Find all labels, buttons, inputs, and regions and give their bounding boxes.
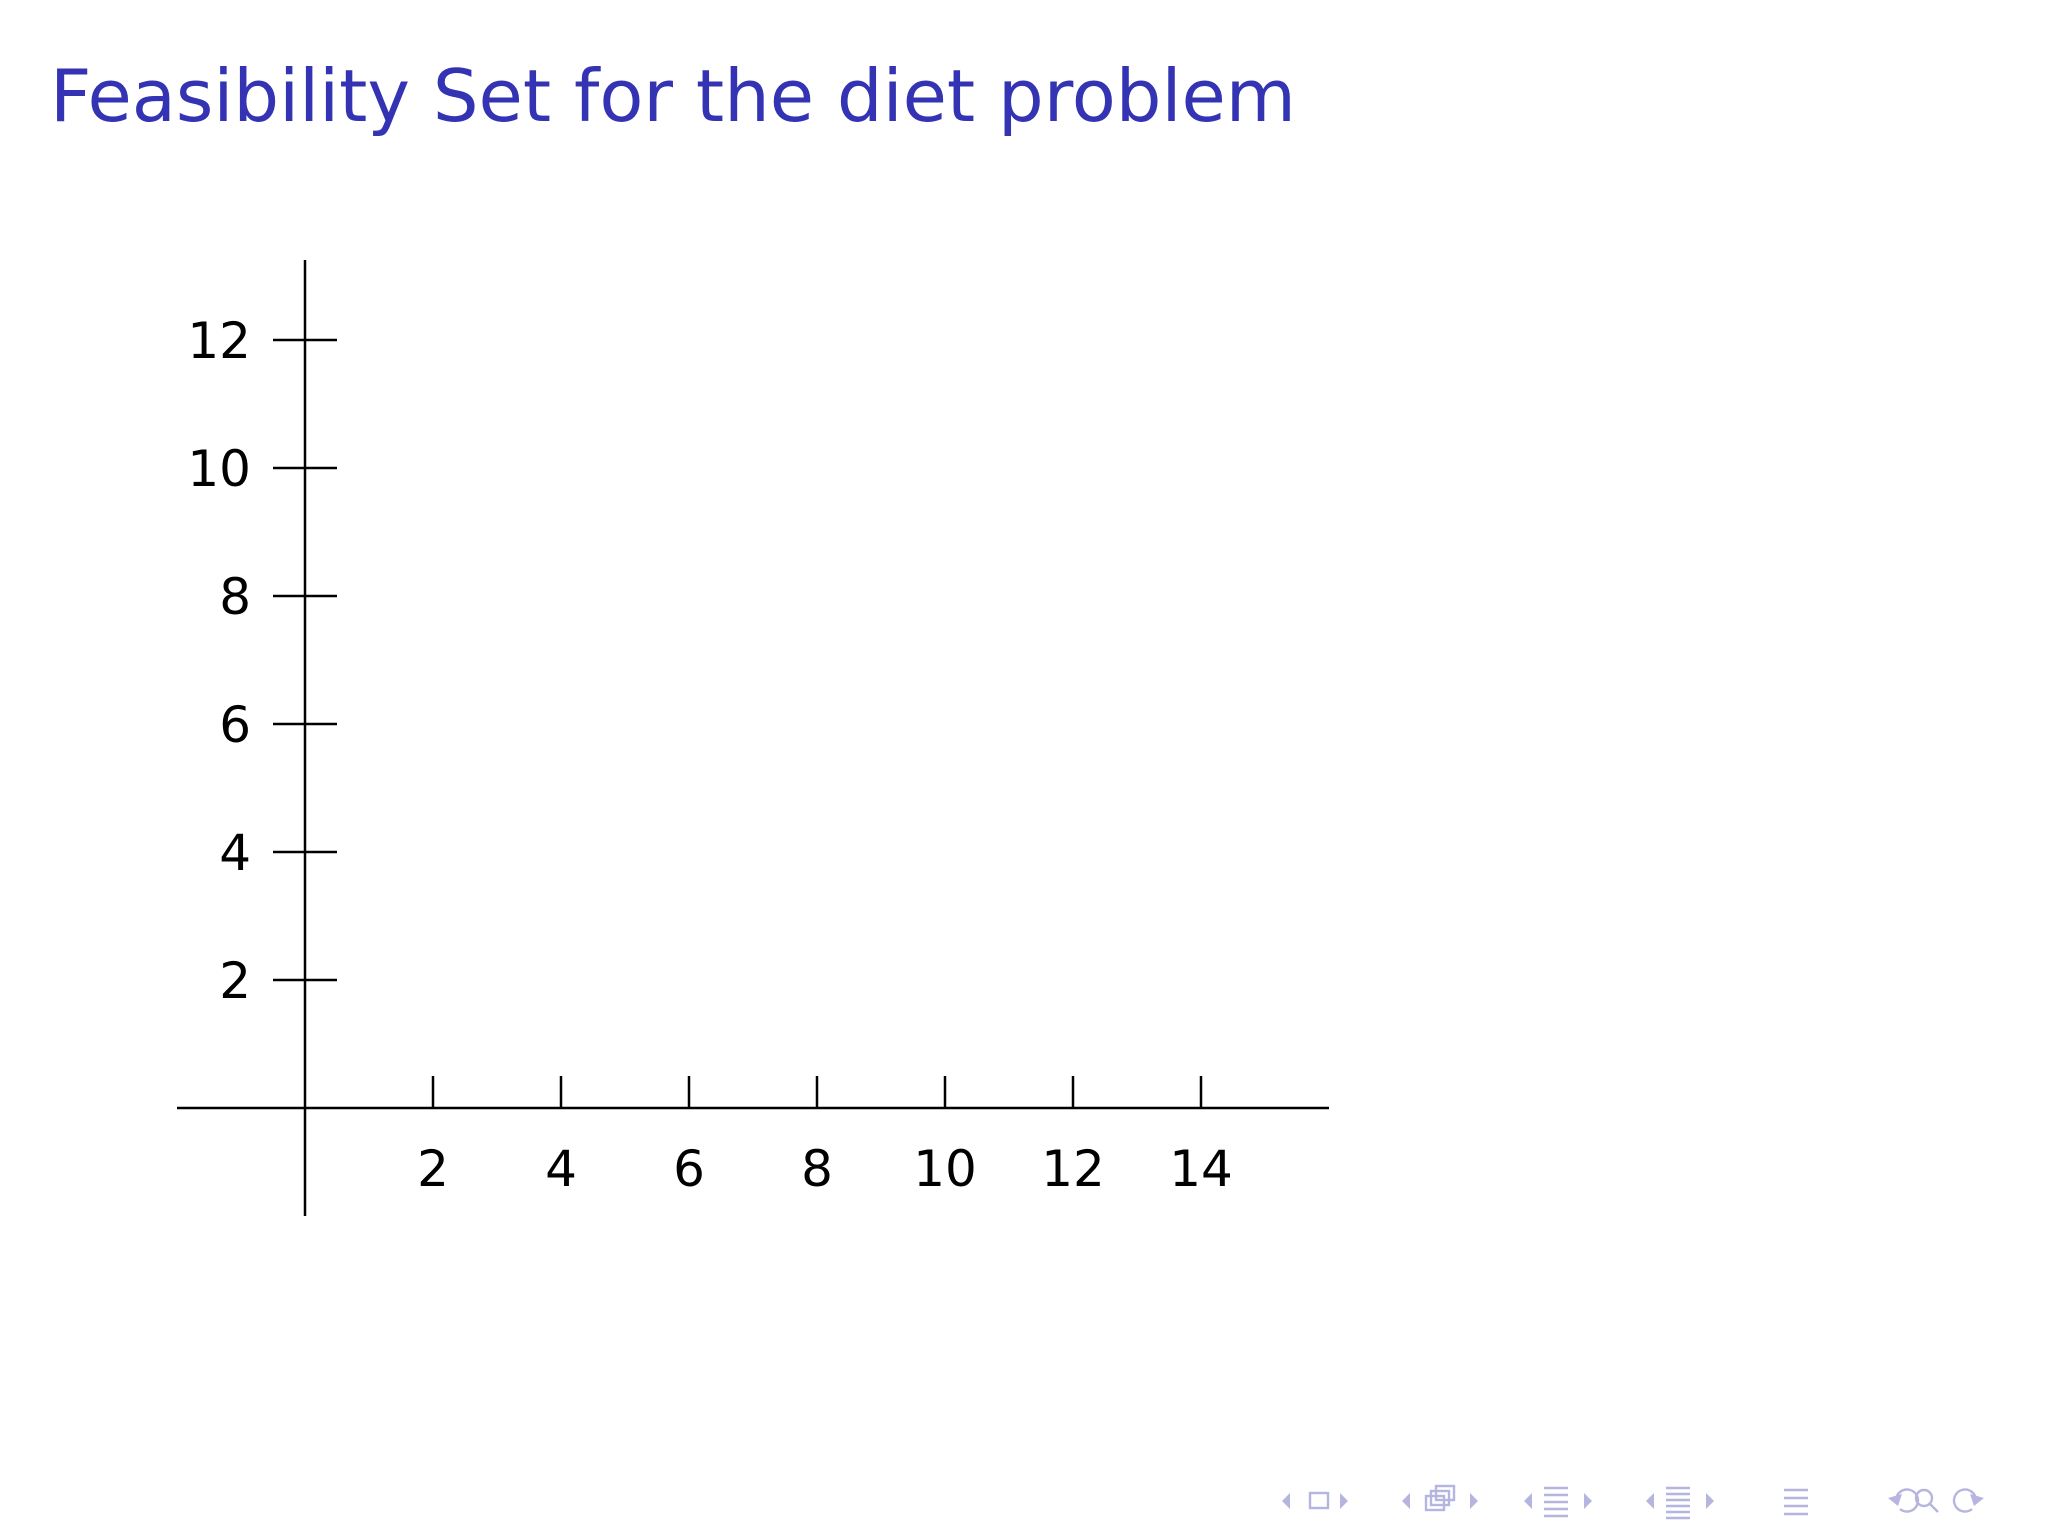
x-tick-label: 4 — [545, 1140, 577, 1198]
appendix-icon[interactable] — [1784, 1488, 1808, 1516]
y-tick-label: 2 — [219, 952, 251, 1010]
x-tick-label: 12 — [1041, 1140, 1105, 1198]
next-document-arrow-icon[interactable] — [1706, 1493, 1714, 1509]
x-tick-label: 2 — [417, 1140, 449, 1198]
y-tick-label: 12 — [187, 312, 251, 370]
next-subsection-arrow-icon[interactable] — [1470, 1493, 1478, 1509]
beamer-navigation-bar[interactable] — [1274, 1476, 2034, 1526]
slide-title: Feasibility Set for the diet problem — [50, 54, 1296, 138]
y-tick-label: 10 — [187, 440, 251, 498]
x-tick-label: 6 — [673, 1140, 705, 1198]
frame-nav-icon[interactable] — [1308, 1491, 1330, 1510]
y-ticks: 2 4 6 8 10 12 — [187, 312, 337, 1010]
next-section-arrow-icon[interactable] — [1584, 1493, 1592, 1509]
y-tick-label: 8 — [219, 568, 251, 626]
document-nav-icon[interactable] — [1666, 1486, 1690, 1520]
x-tick-label: 10 — [913, 1140, 977, 1198]
search-icon[interactable] — [1914, 1488, 1939, 1513]
y-tick-label: 6 — [219, 696, 251, 754]
prev-document-arrow-icon[interactable] — [1646, 1493, 1654, 1509]
prev-subsection-arrow-icon[interactable] — [1402, 1493, 1410, 1509]
back-icon[interactable] — [1888, 1488, 1920, 1513]
subsection-nav-icon[interactable] — [1424, 1484, 1456, 1512]
forward-icon[interactable] — [1952, 1488, 1984, 1513]
y-tick-label: 4 — [219, 824, 251, 882]
section-nav-icon[interactable] — [1544, 1486, 1568, 1518]
x-tick-label: 8 — [801, 1140, 833, 1198]
x-tick-label: 14 — [1169, 1140, 1233, 1198]
prev-frame-arrow-icon[interactable] — [1282, 1493, 1290, 1509]
x-ticks: 2 4 6 8 10 12 14 — [417, 1076, 1233, 1198]
next-frame-arrow-icon[interactable] — [1340, 1493, 1348, 1509]
prev-section-arrow-icon[interactable] — [1524, 1493, 1532, 1509]
